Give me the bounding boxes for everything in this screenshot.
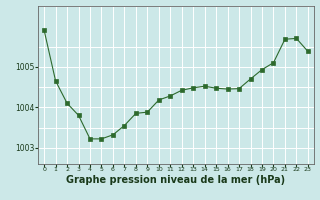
X-axis label: Graphe pression niveau de la mer (hPa): Graphe pression niveau de la mer (hPa) [67,175,285,185]
